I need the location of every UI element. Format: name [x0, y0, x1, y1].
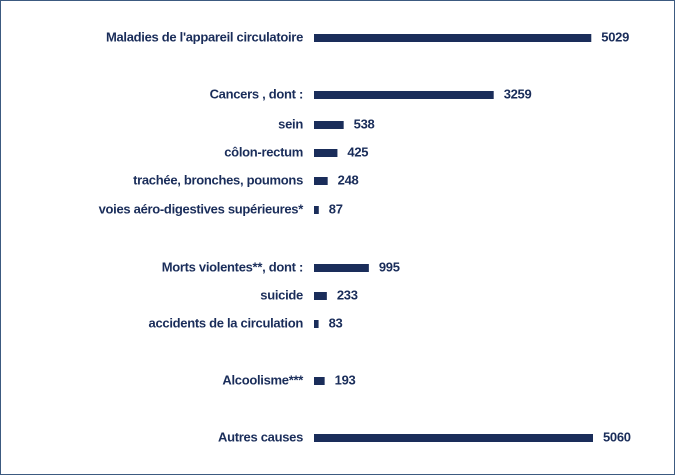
- category-label: Morts violentes**, dont :: [162, 259, 303, 274]
- category-label: sein: [278, 116, 303, 131]
- category-label: Maladies de l'appareil circulatoire: [106, 29, 303, 44]
- bar: [314, 177, 328, 185]
- bar: [314, 320, 319, 328]
- bar: [314, 206, 319, 214]
- bar: [314, 149, 338, 157]
- category-label: suicide: [260, 287, 303, 302]
- bar: [314, 434, 593, 442]
- value-label: 538: [354, 116, 375, 131]
- category-label: Alcoolisme***: [222, 372, 304, 387]
- value-label: 233: [337, 287, 358, 302]
- category-label: Cancers , dont :: [210, 86, 303, 101]
- value-label: 995: [379, 259, 400, 274]
- bar: [314, 91, 494, 99]
- bar: [314, 292, 327, 300]
- value-label: 83: [329, 315, 343, 330]
- bar: [314, 121, 344, 129]
- bar: [314, 264, 369, 272]
- category-label: trachée, bronches, poumons: [133, 172, 303, 187]
- value-label: 87: [329, 201, 343, 216]
- value-label: 425: [347, 144, 368, 159]
- value-label: 248: [338, 172, 359, 187]
- value-label: 5060: [603, 429, 631, 444]
- category-label: côlon-rectum: [224, 144, 303, 159]
- value-label: 5029: [601, 29, 629, 44]
- bar: [314, 34, 592, 42]
- category-label: Autres causes: [218, 429, 303, 444]
- category-label: accidents de la circulation: [149, 315, 304, 330]
- category-label: voies aéro-digestives supérieures*: [99, 201, 305, 216]
- value-label: 3259: [504, 86, 532, 101]
- bar: [314, 377, 325, 385]
- value-label: 193: [335, 372, 356, 387]
